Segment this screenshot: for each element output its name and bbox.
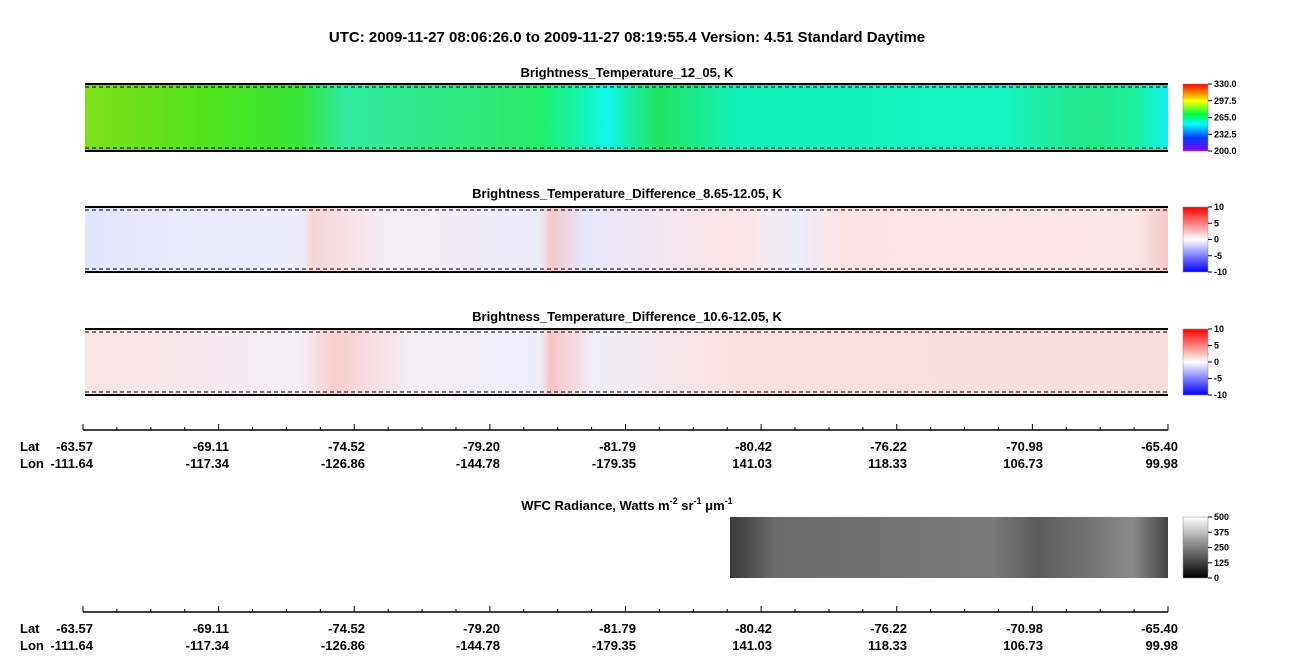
colorbar [1182,206,1209,273]
colorbar-label: -10 [1214,390,1227,400]
colorbar-label: -10 [1214,267,1227,277]
image [85,84,1168,151]
lon-value: 106.73 [1003,456,1043,471]
lat-value: -69.11 [193,621,229,636]
colorbar-label: -5 [1214,374,1222,384]
colorbar-label: 232.5 [1214,129,1237,139]
colorbar-label: 375 [1214,527,1229,537]
colorbar-label: 297.5 [1214,96,1237,106]
lon-value: 141.03 [732,456,772,471]
lon-value: 141.03 [732,638,772,653]
colorbar-label: 265.0 [1214,113,1237,123]
lon-value: -144.78 [456,456,500,471]
colorbar-label: 10 [1214,202,1224,212]
lon-value: -117.34 [186,456,230,471]
colorbar-label: 0 [1214,235,1219,245]
lon-value: 99.98 [1145,638,1178,653]
title-part: μm [702,498,725,513]
colorbar-label: 0 [1214,357,1219,367]
colorbar-label: 330.0 [1214,79,1237,89]
lon-value: -126.86 [321,638,365,653]
lat-label: Lat [20,439,40,454]
title-part: sr [678,498,694,513]
lat-value: -76.22 [870,439,907,454]
title-part: -1 [694,496,702,506]
lon-value: -126.86 [321,456,365,471]
lat-value: -80.42 [735,621,772,636]
lat-value: -63.57 [56,621,93,636]
lat-value: -69.11 [193,439,229,454]
title-part: -1 [725,496,733,506]
panel-title: Brightness_Temperature_Difference_8.65-1… [472,186,782,201]
lon-value: 118.33 [868,456,907,471]
colorbar-label: 10 [1214,324,1224,334]
colorbar-label: 5 [1214,218,1219,228]
lat-label: Lat [20,621,40,636]
lat-value: -65.40 [1141,621,1178,636]
lat-value: -70.98 [1006,621,1043,636]
image [730,517,1168,578]
panel-title: Brightness_Temperature_Difference_10.6-1… [472,309,782,324]
lon-value: -117.34 [186,638,230,653]
lat-value: -81.79 [599,621,636,636]
colorbar-label: -5 [1214,251,1222,261]
colorbar-label: 500 [1214,512,1229,522]
colorbar [1182,328,1209,396]
title-part: -2 [670,496,678,506]
panel-title: WFC Radiance, Watts m-2 sr-1 μm-1 [521,496,732,513]
lat-value: -65.40 [1141,439,1178,454]
lon-value: -111.64 [50,456,93,471]
lon-value: -179.35 [592,638,636,653]
lon-value: -111.64 [50,638,93,653]
lon-value: 99.98 [1145,456,1178,471]
lat-value: -63.57 [56,439,93,454]
lat-value: -74.52 [328,439,365,454]
lat-value: -79.20 [463,439,500,454]
lon-label: Lon [20,638,44,653]
colorbar-label: 250 [1214,543,1229,553]
colorbar-label: 5 [1214,341,1219,351]
lon-value: 106.73 [1003,638,1043,653]
lat-value: -81.79 [599,439,636,454]
lat-value: -80.42 [735,439,772,454]
lat-value: -79.20 [463,621,500,636]
lon-label: Lon [20,456,44,471]
image [85,207,1168,272]
colorbar-label: 200.0 [1214,146,1237,156]
lon-value: -179.35 [592,456,636,471]
lat-value: -74.52 [328,621,365,636]
lat-value: -76.22 [870,621,907,636]
image [85,329,1168,395]
lat-value: -70.98 [1006,439,1043,454]
colorbar [1182,83,1209,152]
title: UTC: 2009-11-27 08:06:26.0 to 2009-11-27… [329,29,925,46]
panel-title: Brightness_Temperature_12_05, K [521,65,735,80]
colorbar-label: 125 [1214,558,1229,568]
title-part: WFC Radiance, Watts m [521,498,669,513]
colorbar-label: 0 [1214,573,1219,583]
colorbar [1182,516,1209,579]
lon-value: -144.78 [456,638,500,653]
lon-value: 118.33 [868,638,907,653]
